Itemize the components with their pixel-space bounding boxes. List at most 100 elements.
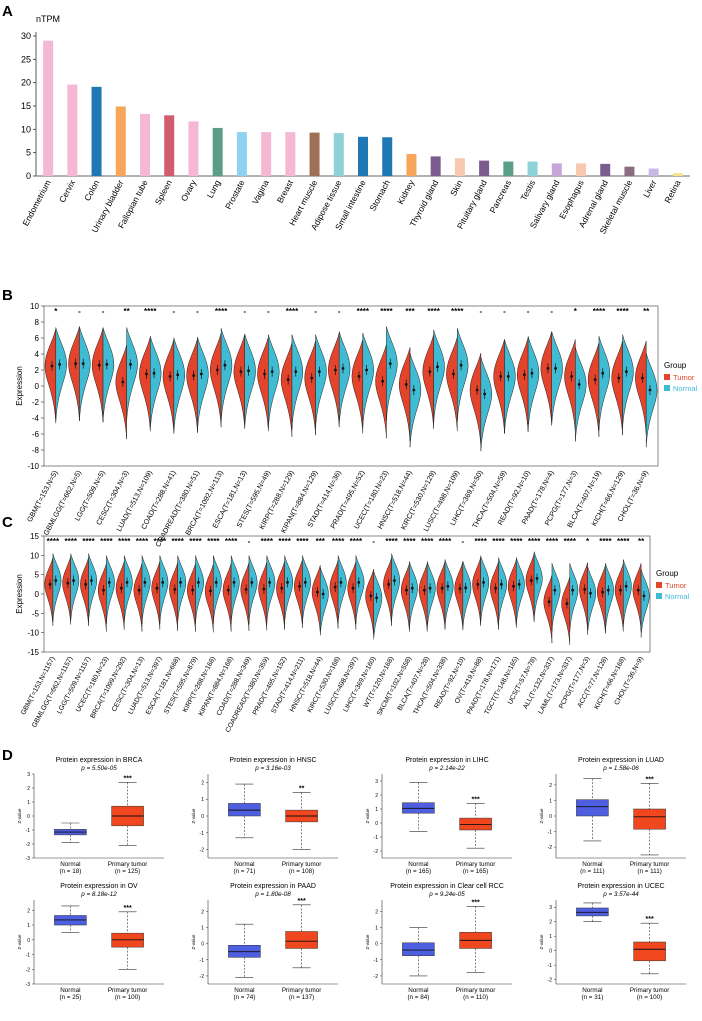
significance-label: - xyxy=(550,307,553,316)
violin-normal xyxy=(462,560,472,630)
y-axis-label: Expression xyxy=(15,366,24,406)
median-point-tumor xyxy=(315,590,319,594)
significance-label: **** xyxy=(616,307,629,316)
p-value: p = 3.57e-44 xyxy=(602,891,639,898)
bar xyxy=(43,40,54,176)
bar xyxy=(358,136,368,176)
x-tick-label: Retina xyxy=(662,178,682,205)
significance-label: **** xyxy=(528,537,541,546)
group-label: Normal xyxy=(582,861,602,868)
significance-label: **** xyxy=(171,537,184,546)
group-count: (n = 84) xyxy=(407,994,429,1001)
violin-tumor xyxy=(62,556,71,625)
median-point-tumor xyxy=(262,587,266,591)
median-point-tumor xyxy=(155,586,159,590)
median-point-tumor xyxy=(583,587,587,591)
violin-tumor xyxy=(507,559,517,628)
significance-label: **** xyxy=(385,537,398,546)
bar xyxy=(188,121,199,176)
violin-tumor xyxy=(222,563,232,632)
violin-normal xyxy=(291,334,304,429)
group-label: Primary tumor xyxy=(630,861,670,868)
y-tick-label: 8 xyxy=(35,318,40,327)
violin-normal xyxy=(79,326,91,421)
y-axis-label: Z-value xyxy=(17,808,22,824)
y-tick-label: 2 xyxy=(27,786,30,792)
median-point-normal xyxy=(483,392,487,396)
significance-label: ** xyxy=(643,307,650,316)
median-point-tumor xyxy=(310,376,314,380)
x-tick-label: LIHC(T=369,N=160) xyxy=(342,656,377,714)
group-count: (n = 111) xyxy=(637,868,661,875)
median-point-normal xyxy=(606,588,610,592)
violin-tumor xyxy=(139,336,151,432)
significance-label: *** xyxy=(124,905,132,912)
violin-normal xyxy=(433,329,445,424)
median-point-tumor xyxy=(601,590,604,594)
median-point-normal xyxy=(601,371,605,375)
group-label: Primary tumor xyxy=(456,987,496,994)
bar xyxy=(309,132,320,176)
y-tick-label: -1 xyxy=(200,831,205,837)
boxplot-subpanel: Protein expression in OVp = 8.18e-12 Z-va… xyxy=(17,883,164,1001)
violin-normal xyxy=(605,563,614,632)
y-tick-label: 6 xyxy=(35,334,40,343)
y-tick-label: -1 xyxy=(374,958,379,964)
bar xyxy=(551,163,562,176)
median-point-tumor xyxy=(192,374,196,377)
significance-label: - xyxy=(372,537,375,546)
box-iqr xyxy=(633,941,666,962)
y-tick-label: 5 xyxy=(26,148,31,158)
y-tick-label: -1 xyxy=(548,830,553,836)
x-tick-label: Colon xyxy=(82,178,101,203)
median-point-tumor xyxy=(357,375,361,378)
median-point-tumor xyxy=(428,370,432,373)
violin-tumor xyxy=(169,562,178,631)
x-tick-label: Pancreas xyxy=(487,178,513,214)
violin-tumor xyxy=(614,563,624,632)
y-tick-label: 25 xyxy=(21,54,31,64)
bar xyxy=(406,154,417,176)
x-tick-label: HNSC(T=518,N=44) xyxy=(289,656,324,714)
panel-c-violin-chart: Expression-15-10-5051015****GBM(T=153,N=… xyxy=(15,532,690,734)
bar xyxy=(527,161,538,176)
boxplot-title: Protein expression in OV xyxy=(60,883,138,890)
significance-label: **** xyxy=(510,537,523,546)
panel-label-b: B xyxy=(2,287,13,304)
median-point-tumor xyxy=(351,586,355,590)
y-tick-label: -2 xyxy=(374,974,379,980)
significance-label: **** xyxy=(286,307,299,316)
y-tick-label: -2 xyxy=(32,398,40,407)
median-point-normal xyxy=(589,591,592,595)
violin-tumor xyxy=(162,339,175,434)
median-point-normal xyxy=(54,579,58,582)
y-tick-label: 1 xyxy=(549,798,552,804)
y-axis-label: Z-value xyxy=(365,808,370,824)
violin-tumor xyxy=(97,563,107,632)
violin-normal xyxy=(55,327,67,422)
median-point-tumor xyxy=(512,584,515,588)
y-tick-label: -2 xyxy=(374,849,379,855)
x-tick-label: STES(T=595,N=879) xyxy=(163,656,199,716)
x-tick-label: LUAD(T=513,N=397) xyxy=(127,656,163,716)
significance-label: **** xyxy=(474,537,487,546)
bar xyxy=(576,163,586,176)
violin-normal xyxy=(266,555,276,624)
x-tick-label: Spleen xyxy=(153,178,174,206)
y-tick-label: 2 xyxy=(549,783,552,789)
group-label: Normal xyxy=(234,861,254,868)
median-point-tumor xyxy=(239,370,243,373)
legend-swatch xyxy=(656,582,662,588)
violin-normal xyxy=(373,571,383,640)
median-point-normal xyxy=(642,594,646,598)
violin-tumor xyxy=(611,340,623,436)
significance-label: ** xyxy=(299,785,305,792)
legend-label: Tumor xyxy=(673,373,695,382)
bar xyxy=(382,137,393,176)
group-label: Normal xyxy=(408,987,428,994)
legend-label: Normal xyxy=(665,592,690,601)
significance-label: **** xyxy=(118,537,131,546)
median-point-normal xyxy=(624,370,628,373)
boxplot-title: Protein expression in LUAD xyxy=(578,757,664,764)
